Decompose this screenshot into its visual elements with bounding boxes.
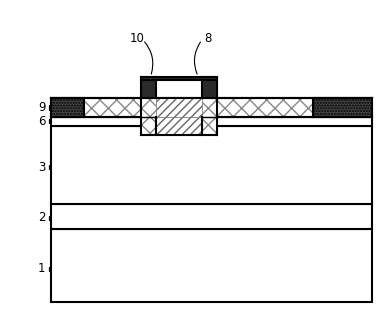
Text: 9: 9 — [38, 101, 45, 114]
Text: 2: 2 — [38, 211, 45, 224]
Bar — [141, 117, 218, 135]
Bar — [156, 98, 202, 117]
Text: 1: 1 — [38, 262, 45, 275]
Text: 8: 8 — [204, 32, 211, 45]
Bar — [313, 98, 372, 117]
Bar — [141, 98, 156, 117]
Bar — [141, 77, 218, 80]
Bar — [51, 117, 372, 126]
Bar — [202, 77, 218, 98]
Bar — [51, 98, 372, 117]
Bar — [141, 77, 156, 98]
Text: 6: 6 — [38, 115, 45, 128]
Bar — [51, 204, 372, 229]
Bar — [51, 126, 372, 204]
Bar — [156, 117, 202, 135]
Bar — [51, 229, 372, 303]
Text: 3: 3 — [38, 161, 45, 174]
Text: 10: 10 — [130, 32, 144, 45]
Bar — [202, 98, 218, 117]
Bar — [51, 98, 84, 117]
